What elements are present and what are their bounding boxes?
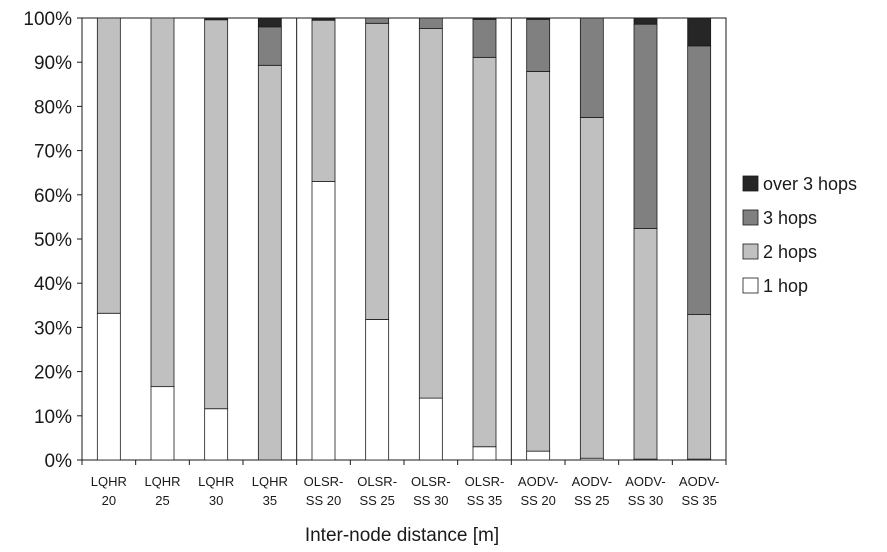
bar-segment-1-hop-3 [204,408,229,461]
y-axis: 0% 10% 20% 30% 40% 50% 60% 70% 80% 90% 100% [23,9,82,472]
legend-item-3-hops: 3 hops [742,208,817,228]
bar-segment-2-hops-8 [472,56,497,448]
bars [96,17,712,461]
bar-stack-11 [633,17,658,461]
bar-segment-1-hop-7 [418,397,443,461]
bar-segment-2-hops-7 [418,28,443,399]
legend-swatch [742,277,759,294]
bar-segment-2-hops-11 [633,227,658,460]
plot-area [81,17,727,461]
bar-segment-3-hops-4 [257,26,282,66]
legend-swatch [742,243,759,260]
x-tick-label: OLSR-SS 20 [304,474,344,508]
bar-segment-3-hops-7 [418,17,443,30]
y-tick-label: 0% [45,451,73,472]
bar-segment-3-hops-6 [365,17,390,24]
y-tick-label: 10% [34,407,72,428]
bar-segment-2-hops-12 [687,314,712,460]
plot-frame [81,17,727,461]
bar-segment-1-hop-6 [365,319,390,461]
x-tick-label: AODV-SS 35 [679,474,719,508]
bar-segment-1-hop-2 [150,386,175,461]
x-tick-label: AODV-SS 30 [625,474,665,508]
x-tick-label: OLSR-SS 35 [465,474,505,508]
legend-item-1-hop: 1 hop [742,276,808,296]
x-tick-label: AODV-SS 25 [572,474,612,508]
legend-swatch [742,209,759,226]
bar-segment-3-hops-8 [472,18,497,58]
bar-segment-over-3-hops-4 [257,17,282,28]
bar-segment-2-hops-2 [150,17,175,388]
bar-segment-over-3-hops-3 [204,17,229,21]
y-tick-label: 30% [34,318,72,339]
x-axis-label: Inter-node distance [m] [305,525,499,546]
bar-segment-over-3-hops-9 [526,17,551,20]
bar-stack-6 [365,17,390,461]
bar-segment-over-3-hops-5 [311,17,336,21]
y-tick-label: 20% [34,363,72,384]
bar-stack-3 [204,17,229,461]
bar-segment-1-hop-5 [311,181,336,461]
bar-segment-3-hops-10 [579,17,604,118]
bar-segment-1-hop-9 [526,450,551,461]
x-tick-label: LQHR 30 [198,474,234,508]
legend-label: 1 hop [763,276,808,296]
bar-stack-1 [96,17,121,461]
bar-stack-12 [687,17,712,461]
x-tick-label: LQHR 35 [252,474,288,508]
bar-segment-1-hop-8 [472,446,497,461]
legend-label: 2 hops [763,242,817,262]
bar-segment-over-3-hops-11 [633,17,658,25]
y-tick-label: 50% [34,230,72,251]
x-tick-label: AODV-SS 20 [518,474,558,508]
bar-segment-2-hops-3 [204,19,229,410]
y-tick-label: 90% [34,53,72,74]
x-tick-label: OLSR-SS 30 [411,474,451,508]
x-axis: LQHR 20 LQHR 25 LQHR 30 LQHR 35 OLSR-SS 20 OLSR-S… [81,460,727,508]
y-tick-label: 70% [34,142,72,163]
legend-item-over-3-hops: over 3 hops [742,174,857,194]
y-tick-label: 40% [34,274,72,295]
legend-item-2-hops: 2 hops [742,242,817,262]
bar-stack-7 [418,17,443,461]
legend-label: 3 hops [763,208,817,228]
y-tick-label: 60% [34,186,72,207]
y-tick-label: 100% [23,9,72,30]
x-tick-label: OLSR-SS 25 [357,474,397,508]
x-tick-label: LQHR 25 [144,474,180,508]
bar-stack-8 [472,17,497,461]
legend-label: over 3 hops [763,174,857,194]
bar-segment-over-3-hops-8 [472,17,497,20]
bar-stack-5 [311,17,336,461]
bar-segment-2-hops-4 [257,64,282,461]
x-tick-label: LQHR 20 [91,474,127,508]
bar-segment-2-hops-1 [96,17,121,314]
bar-segment-2-hops-5 [311,19,336,182]
bar-segment-2-hops-6 [365,22,390,320]
bar-segment-2-hops-9 [526,71,551,452]
legend-swatch [742,175,759,192]
bar-stack-10 [579,17,604,461]
bar-segment-2-hops-10 [579,117,604,459]
bar-stack-2 [150,17,175,461]
bar-segment-1-hop-1 [96,312,121,461]
bar-stack-9 [526,17,551,461]
bar-segment-over-3-hops-12 [687,17,712,47]
y-tick-label: 80% [34,97,72,118]
legend: over 3 hops 3 hops 2 hops 1 hop [742,174,857,296]
bar-segment-3-hops-9 [526,18,551,72]
bar-segment-3-hops-12 [687,45,712,315]
bar-segment-3-hops-11 [633,23,658,229]
bar-stack-4 [257,17,282,461]
